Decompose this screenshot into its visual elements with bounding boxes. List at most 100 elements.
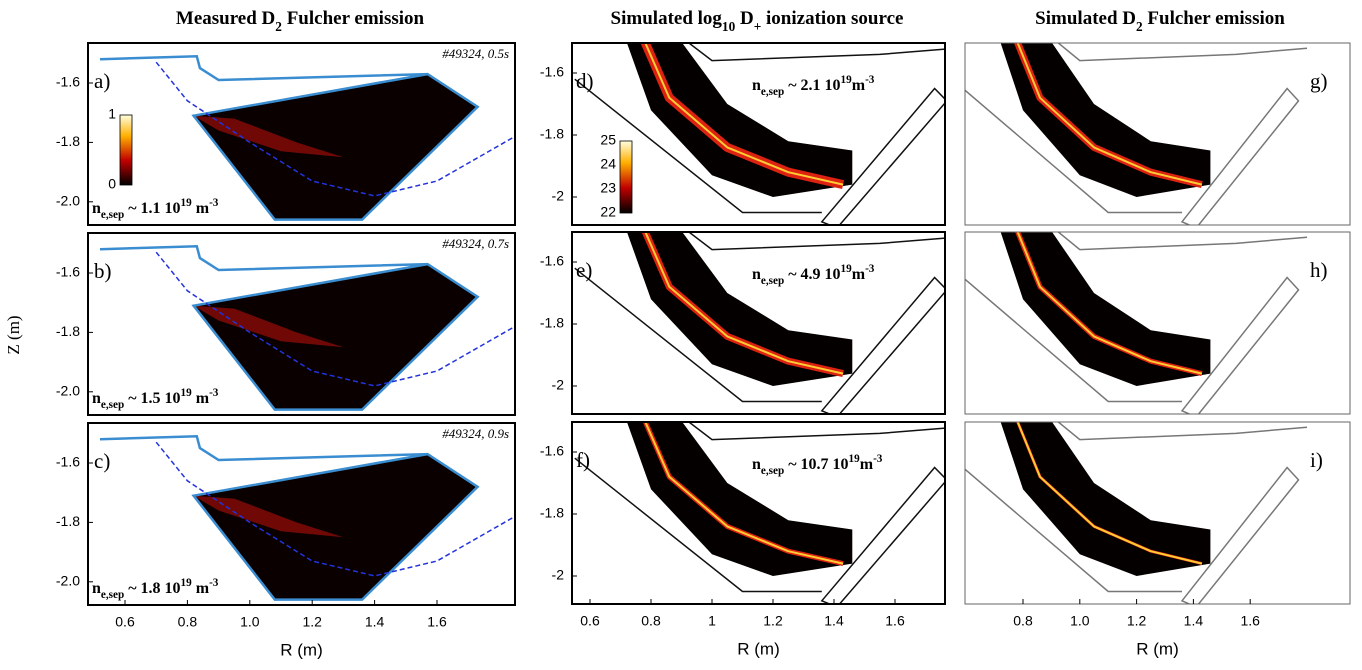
density-annotation: ne,sep ~ 2.1 1019m-3 (752, 74, 875, 98)
panel-label: f) (576, 448, 590, 472)
panel-content (572, 232, 945, 414)
density-annotation-part: e,sep (101, 209, 124, 221)
colorbar-label: 1 (108, 106, 116, 122)
y-tick-label: -2 (552, 188, 565, 204)
panel-content (572, 43, 945, 225)
y-tick-label: -2.0 (56, 383, 80, 399)
colorbar-label: 22 (600, 204, 616, 220)
divertor-plate (1180, 87, 1300, 225)
x-tick-label: 1.6 (885, 613, 905, 629)
density-annotation-part: e,sep (101, 399, 124, 411)
density-annotation-part: ~ 1.1 10 (124, 200, 180, 217)
density-annotation: ne,sep ~ 10.7 1019m-3 (752, 453, 883, 477)
panel-label: g) (1310, 69, 1328, 93)
column-title-part: Simulated log (611, 8, 723, 29)
density-annotation-part: ~ 4.9 10 (784, 266, 840, 283)
colorbar-label: 25 (600, 132, 616, 148)
density-annotation-part: n (752, 77, 761, 94)
y-tick-label: -1.8 (56, 323, 80, 339)
density-annotation-part: n (92, 390, 101, 407)
shot-label: #49324, 0.7s (442, 236, 509, 251)
plasma-band (1000, 232, 1211, 386)
panel: h) (964, 231, 1351, 415)
colorbar (119, 114, 133, 186)
column-title-part: Fulcher emission (1143, 8, 1286, 29)
panel: g) (964, 42, 1351, 226)
column-title-part: 2 (275, 19, 282, 34)
panel-content (88, 43, 515, 225)
panel-label: c) (94, 449, 110, 473)
vessel-outline (99, 55, 480, 221)
x-tick-label: 1.2 (1127, 613, 1147, 629)
density-annotation-part: -3 (865, 74, 875, 86)
x-tick-label: 1.2 (302, 614, 322, 630)
emission-peak (1016, 43, 1203, 186)
plasma-band (626, 422, 853, 576)
density-annotation-part: e,sep (761, 465, 784, 477)
column-title-part: Simulated D (1035, 8, 1136, 29)
emission-streak (193, 115, 344, 158)
column-title-part: 10 (722, 19, 736, 34)
panel: e) (571, 231, 946, 415)
panel-frame (964, 42, 1351, 226)
density-annotation-part: m (852, 266, 866, 283)
density-annotation-part: -3 (209, 387, 219, 399)
density-annotation-part: m (192, 580, 210, 597)
panel: d) (571, 42, 946, 226)
density-annotation-part: -3 (873, 453, 883, 465)
density-annotation-part: 19 (181, 387, 193, 399)
panel-frame (964, 231, 1351, 415)
density-annotation-part: ~ 1.8 10 (124, 580, 180, 597)
colorbar-label: 23 (600, 180, 616, 196)
x-tick-label: 1.4 (824, 613, 844, 629)
x-tick-label: 0.8 (1013, 613, 1033, 629)
x-tick-label: 1.4 (1184, 613, 1204, 629)
divertor-plate (820, 276, 945, 414)
emission-streak (193, 495, 344, 538)
y-tick-label: -1.6 (540, 443, 564, 459)
x-tick-label: 0.6 (580, 613, 600, 629)
panel-frame (964, 421, 1351, 605)
y-tick-label: -1.8 (56, 513, 80, 529)
wall (965, 89, 1182, 214)
density-annotation: ne,sep ~ 1.1 1019 m-3 (92, 197, 219, 221)
x-tick-label: 1 (708, 613, 716, 629)
panel-content (965, 422, 1350, 604)
panel-frame (87, 42, 516, 226)
panel-content (88, 423, 515, 605)
panel-content (88, 233, 515, 415)
column-title-part: ionization source (761, 8, 903, 29)
panel-frame (571, 42, 946, 226)
y-tick-label: -2.0 (56, 193, 80, 209)
column-title-part: 2 (1136, 19, 1143, 34)
y-tick-label: -2 (552, 377, 565, 393)
density-annotation-part: ~ 2.1 10 (784, 77, 840, 94)
column-title-part: D (735, 8, 753, 29)
panel-label: i) (1310, 448, 1323, 472)
column-title: Simulated D2 Fulcher emission (1035, 8, 1285, 33)
density-annotation-part: -3 (865, 263, 875, 275)
upper-wall (687, 422, 945, 441)
x-tick-label: 0.6 (115, 614, 135, 630)
panel-frame (87, 232, 516, 416)
y-tick-label: -1.6 (56, 264, 80, 280)
panel: a) #49324, 0.5s (87, 42, 516, 226)
x-tick-label: 0.8 (178, 614, 198, 630)
divertor-plate (1180, 466, 1300, 604)
y-tick-label: -1.6 (540, 253, 564, 269)
density-annotation-part: ~ 1.5 10 (124, 390, 180, 407)
emission-peak (644, 43, 844, 186)
x-tick-label: 1.6 (1240, 613, 1260, 629)
emission-peak (1016, 422, 1203, 565)
density-annotation-part: -3 (209, 197, 219, 209)
density-annotation-part: m (192, 200, 210, 217)
panel-content (965, 232, 1350, 414)
panel: c) #49324, 0.9s (87, 422, 516, 606)
separatrix (155, 441, 515, 577)
colorbar-label: 0 (108, 176, 116, 192)
panel-content (965, 43, 1350, 225)
x-tick-label: 1.4 (365, 614, 385, 630)
density-annotation-part: e,sep (761, 86, 784, 98)
x-tick-label: 1.2 (763, 613, 783, 629)
